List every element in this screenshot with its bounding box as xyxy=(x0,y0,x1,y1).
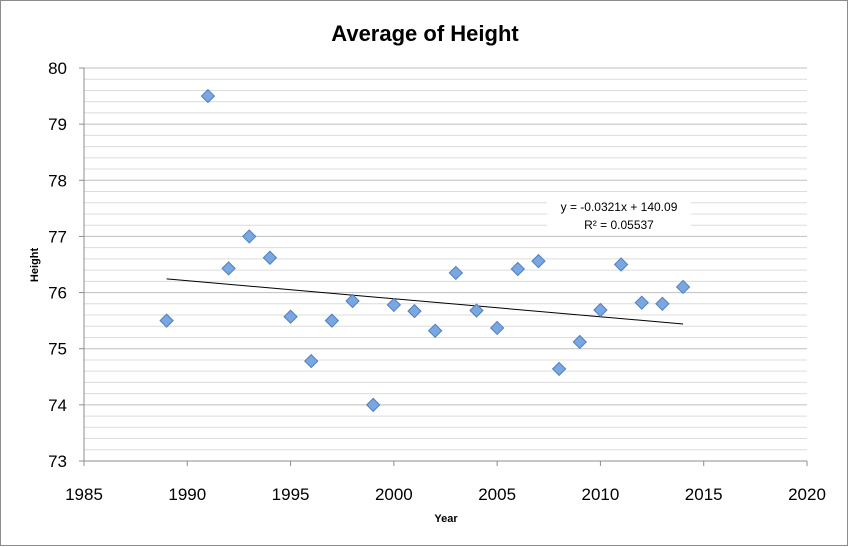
data-point xyxy=(221,261,236,276)
data-point xyxy=(572,334,587,350)
data-point xyxy=(283,309,298,324)
trendline xyxy=(166,278,684,325)
data-point xyxy=(427,323,443,338)
y-tick-label: 77 xyxy=(48,227,67,246)
y-axis-title: Height xyxy=(29,248,41,283)
data-point xyxy=(551,361,567,377)
data-point xyxy=(655,296,670,312)
data-point xyxy=(262,250,278,265)
x-tick-label: 1995 xyxy=(272,485,310,504)
data-point xyxy=(613,257,629,272)
y-tick-label: 80 xyxy=(48,59,67,78)
trendline-group xyxy=(166,278,684,325)
data-point xyxy=(531,253,546,269)
data-point xyxy=(489,320,505,336)
y-tick-label: 75 xyxy=(48,340,67,359)
tick-labels: 1985 1990 1995 2000 2005 2010 2015 2020 73 74 75 76… xyxy=(48,59,826,504)
chart-title: Average of Height xyxy=(331,21,519,46)
x-tick-label: 2020 xyxy=(788,485,826,504)
x-tick-label: 2000 xyxy=(375,485,413,504)
data-point xyxy=(159,313,174,328)
data-point xyxy=(675,279,691,295)
data-point xyxy=(634,295,649,310)
data-point xyxy=(407,303,422,319)
data-point xyxy=(510,261,526,277)
data-point xyxy=(469,303,484,318)
y-tick-label: 73 xyxy=(48,452,67,471)
data-points xyxy=(159,88,691,413)
data-point xyxy=(200,88,216,104)
axes xyxy=(79,67,808,466)
data-point xyxy=(448,265,464,281)
data-point xyxy=(304,353,319,369)
trendline-r-squared: R² = 0.05537 xyxy=(584,218,654,232)
x-tick-label: 1985 xyxy=(65,485,103,504)
trendline-equation: y = -0.0321x + 140.09 xyxy=(561,200,678,214)
y-tick-label: 74 xyxy=(48,396,67,415)
data-point xyxy=(324,313,340,328)
data-point xyxy=(365,397,381,413)
data-point xyxy=(242,229,257,244)
data-point xyxy=(386,297,402,313)
data-point xyxy=(345,293,360,309)
x-tick-label: 2010 xyxy=(582,485,620,504)
y-tick-label: 76 xyxy=(48,284,67,303)
grid-lines xyxy=(84,67,807,451)
x-axis-title: Year xyxy=(434,513,458,525)
trendline-equation-box xyxy=(547,197,691,235)
x-tick-label: 2015 xyxy=(685,485,723,504)
data-point xyxy=(593,302,608,318)
y-tick-label: 78 xyxy=(48,171,67,190)
x-tick-label: 1990 xyxy=(168,485,206,504)
y-tick-label: 79 xyxy=(48,115,67,134)
x-tick-label: 2005 xyxy=(478,485,516,504)
